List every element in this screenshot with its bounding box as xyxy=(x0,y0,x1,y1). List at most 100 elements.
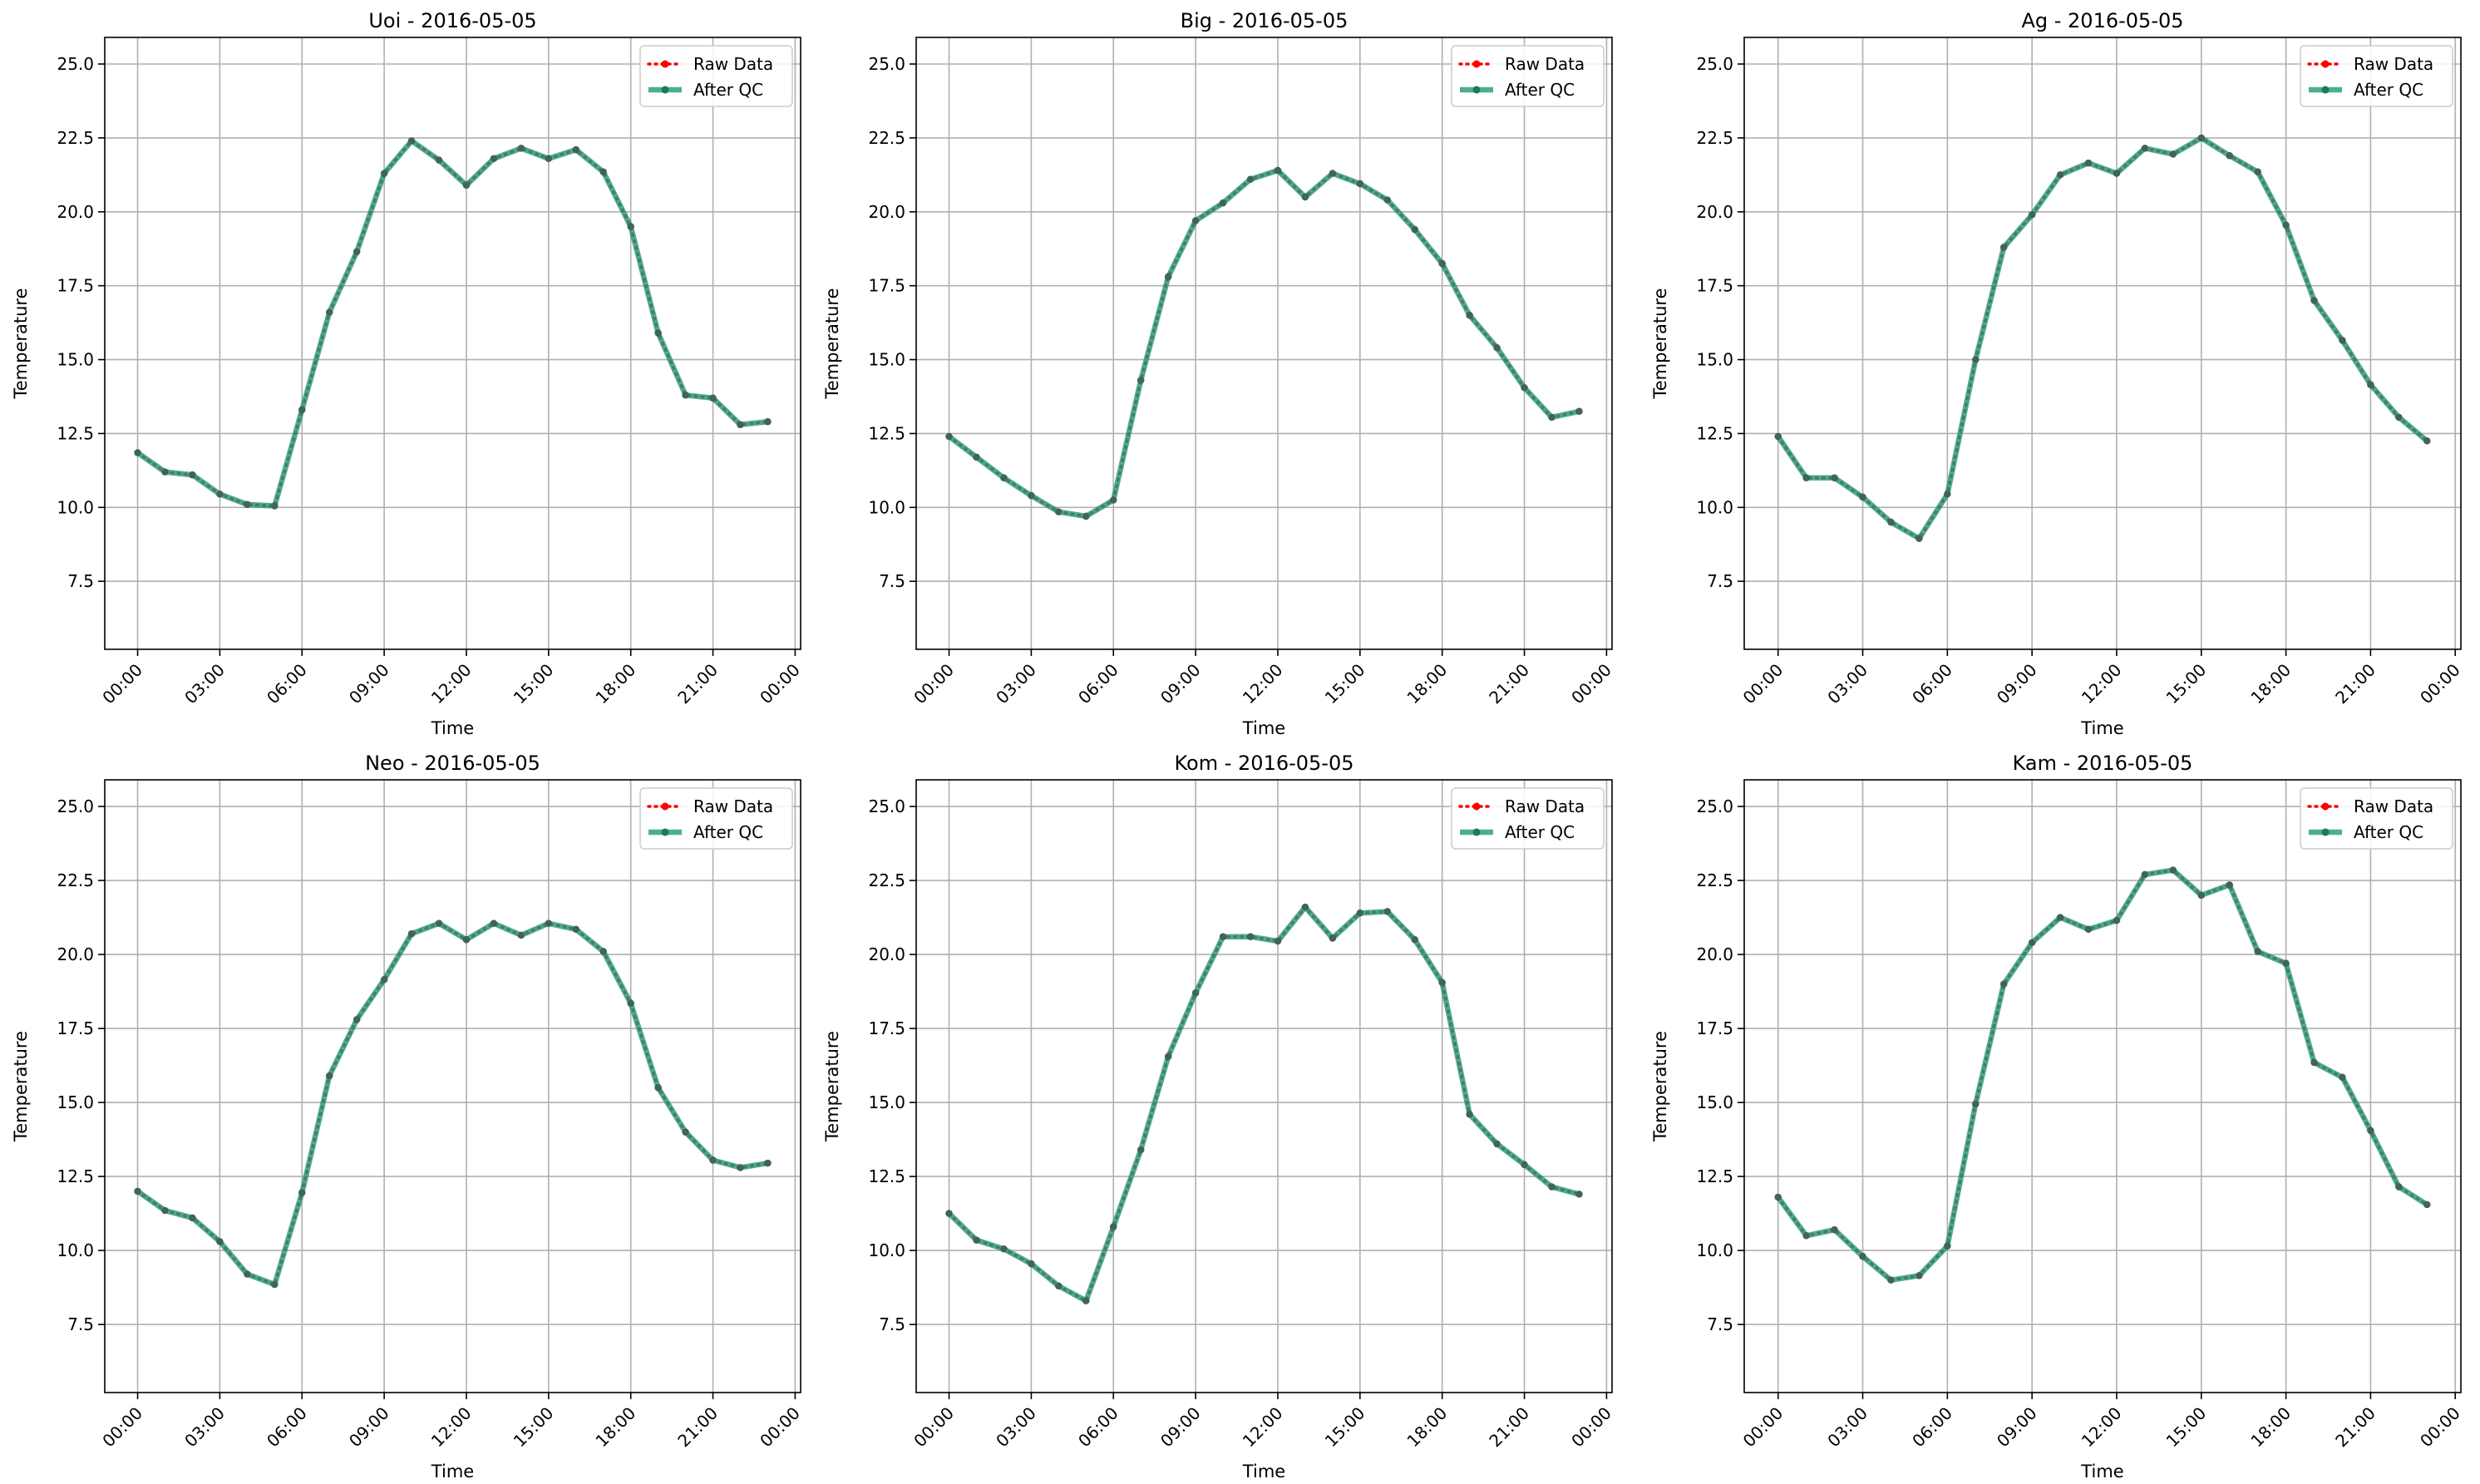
x-tick-label: 18:00 xyxy=(1403,1403,1451,1452)
y-tick-label: 20.0 xyxy=(1696,944,1733,964)
y-tick-label: 20.0 xyxy=(868,202,905,222)
legend-marker-after-qc xyxy=(661,828,669,836)
data-point-after-qc xyxy=(490,919,498,927)
data-point-after-qc xyxy=(1493,1140,1501,1148)
series-line-after-qc xyxy=(947,904,1580,1304)
legend-label-after-qc: After QC xyxy=(693,822,763,842)
y-tick-label: 12.5 xyxy=(57,423,94,443)
legend-marker-raw-data xyxy=(1472,60,1481,68)
plot-frame xyxy=(1743,37,2462,650)
y-tick-label: 15.0 xyxy=(1696,1092,1733,1112)
data-point-after-qc xyxy=(1055,1282,1063,1290)
chart-title: Uoi - 2016-05-05 xyxy=(368,9,536,32)
series-line-after-qc xyxy=(1776,135,2429,541)
data-point-after-qc xyxy=(271,502,279,510)
x-tick-label: 03:00 xyxy=(992,1403,1040,1452)
legend-label-after-qc: After QC xyxy=(1505,80,1575,100)
data-point-after-qc xyxy=(1219,933,1227,940)
data-point-after-qc xyxy=(517,145,525,152)
data-point-after-qc xyxy=(1411,936,1418,944)
legend-label-raw-data: Raw Data xyxy=(693,54,773,74)
y-tick-label: 17.5 xyxy=(57,276,94,296)
data-point-after-qc xyxy=(1191,989,1200,997)
data-point-after-qc xyxy=(462,181,471,189)
x-tick-label: 00:00 xyxy=(1739,660,1787,708)
y-tick-label: 15.0 xyxy=(868,1092,905,1112)
x-tick-label: 12:00 xyxy=(2078,660,2126,708)
data-point-after-qc xyxy=(1055,508,1063,515)
y-tick-label: 22.5 xyxy=(57,128,94,148)
legend: Raw Data After QC xyxy=(1451,45,1605,107)
y-tick-label: 25.0 xyxy=(57,796,94,816)
data-point-after-qc xyxy=(1548,1183,1556,1191)
x-tick-label: 21:00 xyxy=(673,1403,722,1452)
y-tick-label: 7.5 xyxy=(67,1314,94,1334)
y-tick-label: 7.5 xyxy=(1707,1314,1733,1334)
data-point-after-qc xyxy=(380,170,388,177)
y-tick-label: 20.0 xyxy=(57,202,94,222)
x-tick-label: 09:00 xyxy=(345,1403,393,1452)
y-tick-label: 15.0 xyxy=(57,1092,94,1112)
legend-marker-raw-data xyxy=(661,802,669,811)
x-tick-label: 00:00 xyxy=(98,660,146,708)
data-point-after-qc xyxy=(2113,170,2121,177)
x-tick-label: 00:00 xyxy=(98,1403,146,1452)
data-point-after-qc xyxy=(654,1084,662,1092)
plot-frame xyxy=(104,37,801,650)
x-tick-label: 12:00 xyxy=(2078,1403,2126,1452)
legend-marker-after-qc xyxy=(1472,86,1481,94)
data-point-after-qc xyxy=(1944,491,1951,498)
data-point-after-qc xyxy=(1575,407,1583,415)
y-tick-label: 25.0 xyxy=(57,54,94,74)
data-point-after-qc xyxy=(1802,1232,1810,1240)
y-tick-label: 10.0 xyxy=(57,1240,94,1260)
data-point-after-qc xyxy=(737,1164,744,1171)
legend-label-after-qc: After QC xyxy=(2354,822,2423,842)
data-point-after-qc xyxy=(2113,916,2121,924)
x-tick-label: 00:00 xyxy=(910,1403,958,1452)
x-tick-label: 18:00 xyxy=(1403,660,1451,708)
legend-marker-after-qc xyxy=(1472,828,1481,836)
data-point-after-qc xyxy=(2226,152,2233,160)
legend: Raw Data After QC xyxy=(639,787,793,850)
data-point-after-qc xyxy=(189,471,196,479)
x-tick-label: 12:00 xyxy=(1239,660,1287,708)
data-point-after-qc xyxy=(1575,1191,1583,1198)
y-tick-label: 22.5 xyxy=(1696,128,1733,148)
data-point-after-qc xyxy=(1082,1297,1090,1304)
chart-title: Kom - 2016-05-05 xyxy=(1175,752,1354,775)
x-tick-label: 00:00 xyxy=(2416,660,2464,708)
x-tick-label: 12:00 xyxy=(427,1403,476,1452)
x-tick-label: 09:00 xyxy=(1156,1403,1205,1452)
data-point-after-qc xyxy=(1466,312,1473,319)
y-tick-label: 10.0 xyxy=(57,497,94,517)
legend-label-raw-data: Raw Data xyxy=(2354,796,2433,816)
series-line-raw-data xyxy=(947,169,1581,518)
x-tick-label: 06:00 xyxy=(263,1403,311,1452)
y-tick-label: 22.5 xyxy=(57,870,94,890)
data-point-after-qc xyxy=(2310,1058,2318,1067)
y-tick-label: 22.5 xyxy=(868,870,905,890)
legend-marker-raw-data xyxy=(661,60,669,68)
data-point-after-qc xyxy=(1028,1260,1035,1268)
y-tick-label: 25.0 xyxy=(868,796,905,816)
data-point-after-qc xyxy=(2000,244,2008,251)
x-tick-label: 00:00 xyxy=(910,660,958,708)
data-point-after-qc xyxy=(462,936,471,944)
data-point-after-qc xyxy=(2169,150,2177,158)
data-point-after-qc xyxy=(2197,891,2205,900)
data-point-after-qc xyxy=(2423,437,2431,445)
y-tick-label: 25.0 xyxy=(1696,54,1733,74)
x-tick-label: 12:00 xyxy=(1239,1403,1287,1452)
data-point-after-qc xyxy=(1831,1225,1838,1234)
data-point-after-qc xyxy=(2282,221,2290,229)
y-tick-label: 20.0 xyxy=(868,944,905,964)
data-point-after-qc xyxy=(1274,166,1282,175)
grid xyxy=(1744,37,2461,649)
chart-title: Big - 2016-05-05 xyxy=(1181,9,1348,32)
grid xyxy=(916,37,1612,649)
series-line-raw-data xyxy=(136,139,770,508)
data-point-after-qc xyxy=(599,948,607,955)
legend: Raw Data After QC xyxy=(1451,787,1605,850)
x-tick-label: 18:00 xyxy=(591,660,639,708)
